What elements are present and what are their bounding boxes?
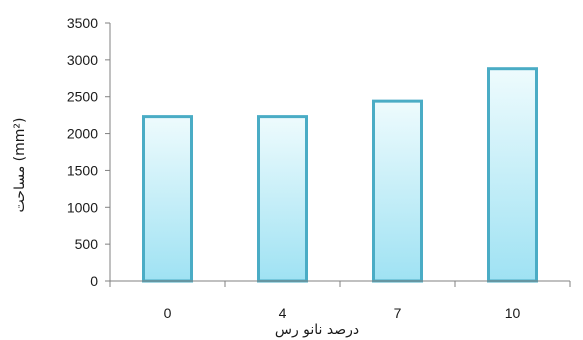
y-tick-label: 0 <box>90 273 98 289</box>
y-axis-title: مساحت (mm²) <box>12 118 28 213</box>
x-axis-title: درصد نانو رس <box>275 322 359 338</box>
y-tick-label: 500 <box>75 236 99 252</box>
bar-0 <box>142 115 193 283</box>
x-axis-ticks: 0 4 7 10 <box>109 281 571 321</box>
y-tick-label: 2000 <box>67 126 98 142</box>
bar-7 <box>372 99 423 283</box>
y-tick-label: 3500 <box>67 15 98 31</box>
y-tick-label: 3000 <box>67 52 98 68</box>
bars <box>142 67 538 283</box>
bar-10 <box>487 67 538 283</box>
x-tick-label: 10 <box>505 305 521 321</box>
y-tick-label: 1500 <box>67 162 98 178</box>
x-tick-label: 4 <box>279 305 287 321</box>
y-axis-ticks: 0 500 1000 1500 2000 2500 3000 3500 <box>67 15 110 289</box>
y-tick-label: 1000 <box>67 199 98 215</box>
x-tick-label: 0 <box>164 305 172 321</box>
y-tick-label: 2500 <box>67 89 98 105</box>
x-tick-label: 7 <box>394 305 402 321</box>
bar-4 <box>257 115 308 283</box>
